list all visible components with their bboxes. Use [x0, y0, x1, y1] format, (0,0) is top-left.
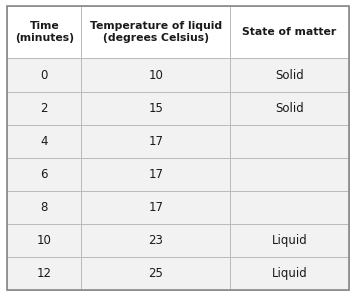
- Text: Liquid: Liquid: [272, 234, 307, 247]
- Bar: [230, 6, 349, 59]
- Bar: [82, 6, 230, 59]
- Bar: [230, 59, 349, 91]
- Bar: [230, 125, 349, 158]
- Bar: [82, 91, 230, 125]
- Bar: [7, 91, 82, 125]
- Bar: [7, 257, 82, 290]
- Bar: [7, 6, 82, 59]
- Bar: [82, 59, 230, 91]
- Text: Liquid: Liquid: [272, 267, 307, 280]
- Bar: [230, 224, 349, 257]
- Text: 6: 6: [41, 168, 48, 181]
- Text: 2: 2: [41, 102, 48, 115]
- Text: State of matter: State of matter: [242, 27, 336, 37]
- Bar: [82, 224, 230, 257]
- Text: 10: 10: [148, 69, 163, 81]
- Text: 17: 17: [148, 168, 163, 181]
- Bar: [230, 158, 349, 191]
- Bar: [7, 224, 82, 257]
- Text: 10: 10: [37, 234, 52, 247]
- Bar: [82, 257, 230, 290]
- Bar: [82, 158, 230, 191]
- Text: 4: 4: [41, 135, 48, 148]
- Text: 17: 17: [148, 201, 163, 214]
- Bar: [7, 59, 82, 91]
- Text: 12: 12: [37, 267, 52, 280]
- Bar: [7, 158, 82, 191]
- Text: 23: 23: [148, 234, 163, 247]
- Bar: [7, 125, 82, 158]
- Bar: [82, 125, 230, 158]
- Text: Solid: Solid: [275, 69, 304, 81]
- Text: 8: 8: [41, 201, 48, 214]
- Text: 15: 15: [148, 102, 163, 115]
- Bar: [230, 91, 349, 125]
- Bar: [230, 191, 349, 224]
- Bar: [7, 191, 82, 224]
- Text: Temperature of liquid
(degrees Celsius): Temperature of liquid (degrees Celsius): [90, 21, 222, 43]
- Bar: [230, 257, 349, 290]
- Text: Time
(minutes): Time (minutes): [15, 21, 74, 43]
- Text: Solid: Solid: [275, 102, 304, 115]
- Text: 25: 25: [148, 267, 163, 280]
- Text: 17: 17: [148, 135, 163, 148]
- Bar: [82, 191, 230, 224]
- Text: 0: 0: [41, 69, 48, 81]
